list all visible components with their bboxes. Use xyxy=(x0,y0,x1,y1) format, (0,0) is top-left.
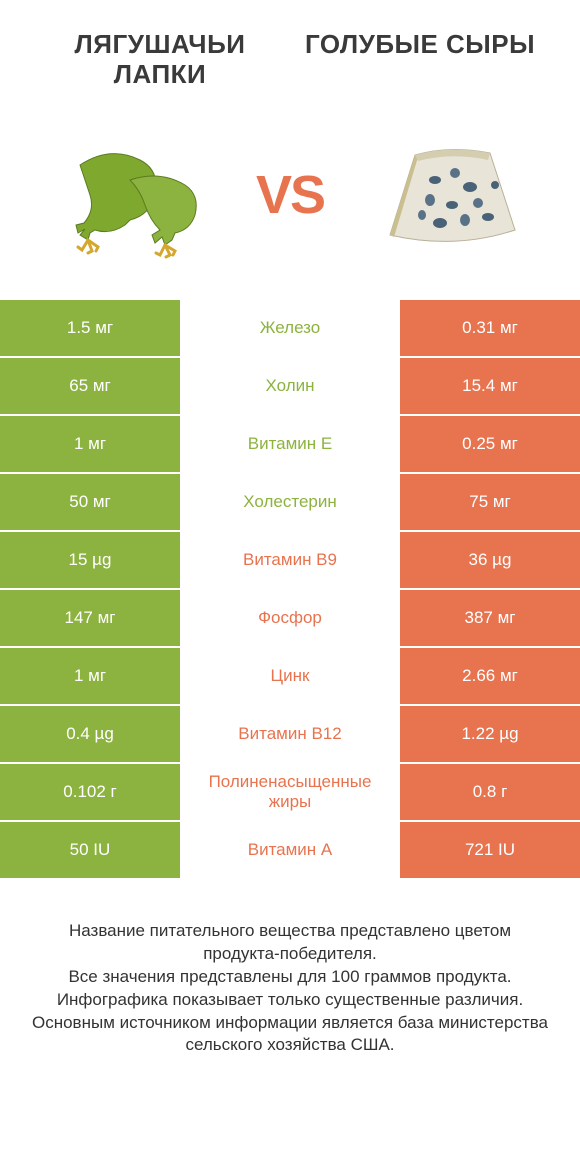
nutrient-label: Холестерин xyxy=(180,474,400,530)
nutrient-label: Витамин E xyxy=(180,416,400,472)
nutrient-label: Фосфор xyxy=(180,590,400,646)
nutrient-label: Полиненасыщенные жиры xyxy=(180,764,400,820)
table-row: 1.5 мгЖелезо0.31 мг xyxy=(0,300,580,356)
nutrient-label: Железо xyxy=(180,300,400,356)
value-left: 0.4 µg xyxy=(0,706,180,762)
footer-line: Все значения представлены для 100 граммо… xyxy=(30,966,550,989)
value-right: 75 мг xyxy=(400,474,580,530)
value-right: 0.8 г xyxy=(400,764,580,820)
footer-line: Основным источником информации является … xyxy=(30,1012,550,1058)
comparison-table: 1.5 мгЖелезо0.31 мг65 мгХолин15.4 мг1 мг… xyxy=(0,300,580,878)
value-left: 15 µg xyxy=(0,532,180,588)
nutrient-label: Витамин A xyxy=(180,822,400,878)
value-right: 15.4 мг xyxy=(400,358,580,414)
value-left: 147 мг xyxy=(0,590,180,646)
table-row: 65 мгХолин15.4 мг xyxy=(0,358,580,414)
table-row: 1 мгВитамин E0.25 мг xyxy=(0,416,580,472)
value-left: 50 IU xyxy=(0,822,180,878)
footer-notes: Название питательного вещества представл… xyxy=(0,880,580,1078)
value-right: 0.31 мг xyxy=(400,300,580,356)
value-right: 0.25 мг xyxy=(400,416,580,472)
frog-legs-icon xyxy=(30,115,230,275)
value-left: 1 мг xyxy=(0,416,180,472)
images-row: VS xyxy=(0,100,580,300)
title-left: ЛЯГУШАЧЬИ ЛАПКИ xyxy=(40,30,280,90)
value-right: 721 IU xyxy=(400,822,580,878)
title-right: ГОЛУБЫЕ СЫРЫ xyxy=(300,30,540,90)
value-left: 50 мг xyxy=(0,474,180,530)
nutrient-label: Витамин B12 xyxy=(180,706,400,762)
value-right: 2.66 мг xyxy=(400,648,580,704)
value-left: 1 мг xyxy=(0,648,180,704)
nutrient-label: Витамин B9 xyxy=(180,532,400,588)
blue-cheese-icon xyxy=(350,115,550,275)
footer-line: Название питательного вещества представл… xyxy=(30,920,550,966)
value-left: 65 мг xyxy=(0,358,180,414)
value-right: 387 мг xyxy=(400,590,580,646)
value-right: 36 µg xyxy=(400,532,580,588)
table-row: 147 мгФосфор387 мг xyxy=(0,590,580,646)
vs-label: VS xyxy=(256,164,324,226)
footer-line: Инфографика показывает только существенн… xyxy=(30,989,550,1012)
table-row: 0.102 гПолиненасыщенные жиры0.8 г xyxy=(0,764,580,820)
table-row: 0.4 µgВитамин B121.22 µg xyxy=(0,706,580,762)
value-left: 0.102 г xyxy=(0,764,180,820)
table-row: 1 мгЦинк2.66 мг xyxy=(0,648,580,704)
table-row: 50 IUВитамин A721 IU xyxy=(0,822,580,878)
nutrient-label: Холин xyxy=(180,358,400,414)
value-right: 1.22 µg xyxy=(400,706,580,762)
nutrient-label: Цинк xyxy=(180,648,400,704)
header: ЛЯГУШАЧЬИ ЛАПКИ ГОЛУБЫЕ СЫРЫ xyxy=(0,0,580,100)
table-row: 50 мгХолестерин75 мг xyxy=(0,474,580,530)
table-row: 15 µgВитамин B936 µg xyxy=(0,532,580,588)
value-left: 1.5 мг xyxy=(0,300,180,356)
